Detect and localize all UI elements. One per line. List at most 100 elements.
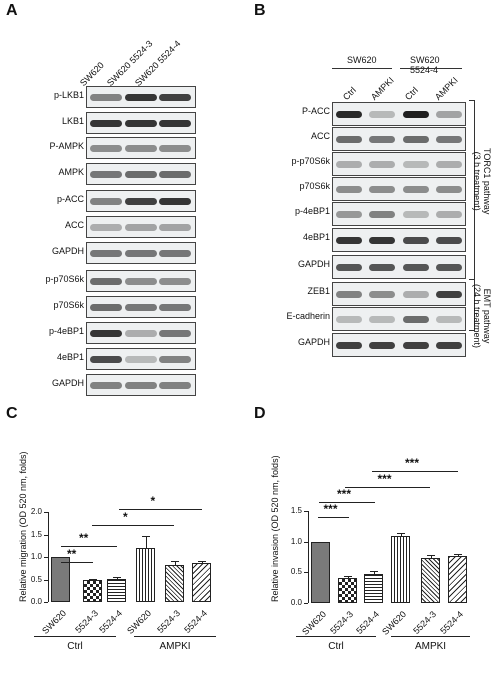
blot-strip bbox=[332, 102, 466, 126]
bar bbox=[448, 556, 467, 603]
blot-band bbox=[403, 111, 429, 118]
blot-strip bbox=[86, 216, 196, 238]
lane-label: Ctrl bbox=[340, 85, 358, 102]
blot-band bbox=[159, 94, 191, 101]
blot-row-label: ACC bbox=[64, 220, 84, 230]
blot-band bbox=[436, 211, 462, 218]
y-tick-mark bbox=[44, 512, 48, 513]
blot-band bbox=[369, 136, 395, 143]
blot-row-label: p-4eBP1 bbox=[294, 206, 330, 216]
error-bar bbox=[430, 555, 432, 559]
error-cap bbox=[426, 555, 435, 557]
blot-band bbox=[369, 291, 395, 298]
group-underline bbox=[296, 636, 376, 637]
blot-band bbox=[369, 342, 395, 349]
error-bar bbox=[145, 535, 147, 548]
blot-band bbox=[369, 211, 395, 218]
blot-band bbox=[336, 136, 362, 143]
blot-band bbox=[159, 356, 191, 363]
bar bbox=[421, 558, 440, 603]
blot-band bbox=[403, 237, 429, 244]
significance-stars: *** bbox=[405, 456, 420, 470]
blot-band bbox=[159, 330, 191, 337]
blot-band bbox=[90, 278, 122, 285]
blot-strip bbox=[86, 242, 196, 264]
significance-line bbox=[119, 509, 202, 510]
blot-band bbox=[90, 145, 122, 152]
blot-band bbox=[90, 356, 122, 363]
blot-band bbox=[336, 211, 362, 218]
y-tick-label: 0.0 bbox=[30, 597, 42, 606]
bar bbox=[107, 579, 126, 602]
panel-letter-b: B bbox=[254, 2, 266, 19]
y-tick-mark bbox=[44, 557, 48, 558]
error-cap bbox=[112, 577, 121, 579]
emt-label: EMT pathway (24 h treatment) bbox=[472, 284, 492, 349]
blot-band bbox=[436, 161, 462, 168]
error-bar bbox=[400, 533, 402, 536]
blot-band bbox=[369, 161, 395, 168]
bar bbox=[51, 557, 70, 602]
blot-band bbox=[90, 382, 122, 389]
error-cap bbox=[197, 560, 206, 562]
significance-line bbox=[92, 525, 174, 526]
bar bbox=[83, 580, 102, 602]
y-tick-mark bbox=[304, 511, 308, 512]
blot-row-label: AMPK bbox=[58, 167, 84, 177]
bar bbox=[391, 535, 410, 603]
blot-strip bbox=[86, 190, 196, 212]
panel-letter-d: D bbox=[254, 405, 266, 422]
group-label: Ctrl bbox=[328, 641, 344, 652]
blot-band bbox=[90, 94, 122, 101]
blot-band bbox=[125, 94, 157, 101]
blot-row-label: P-AMPK bbox=[49, 141, 84, 151]
y-tick-mark bbox=[44, 602, 48, 603]
y-tick-mark bbox=[44, 579, 48, 581]
bar bbox=[311, 541, 330, 603]
blot-band bbox=[403, 211, 429, 218]
blot-band bbox=[436, 237, 462, 244]
bar bbox=[136, 548, 155, 602]
y-tick-label: 1.0 bbox=[290, 536, 302, 546]
blot-band bbox=[159, 145, 191, 152]
y-tick-label: 0.5 bbox=[290, 567, 302, 577]
significance-stars: ** bbox=[79, 531, 89, 545]
blot-band bbox=[90, 171, 122, 178]
lane-label: SW620 bbox=[77, 60, 106, 88]
blot-band bbox=[403, 264, 429, 271]
blot-strip bbox=[332, 202, 466, 226]
blot-band bbox=[336, 161, 362, 168]
blot-band bbox=[159, 304, 191, 311]
blot-row-label: GAPDH bbox=[297, 259, 330, 269]
y-tick-label: 1.5 bbox=[290, 506, 302, 515]
blot-row-label: GAPDH bbox=[297, 337, 330, 347]
error-bar bbox=[457, 553, 459, 557]
blot-band bbox=[403, 316, 429, 323]
blot-band bbox=[436, 264, 462, 271]
significance-line bbox=[318, 517, 349, 518]
group-label: AMPKI bbox=[414, 641, 447, 652]
y-tick-mark bbox=[304, 541, 308, 543]
group-label: Ctrl bbox=[67, 641, 83, 652]
blot-band bbox=[369, 186, 395, 193]
y-tick-label: 0.0 bbox=[290, 598, 302, 607]
significance-line bbox=[372, 471, 458, 472]
y-tick-label: 2.0 bbox=[30, 507, 42, 516]
blot-strip bbox=[86, 137, 196, 159]
bar bbox=[338, 578, 357, 603]
significance-stars: ** bbox=[67, 547, 77, 561]
blot-strip bbox=[86, 322, 196, 344]
y-tick-mark bbox=[304, 572, 308, 574]
blot-band bbox=[336, 342, 362, 349]
significance-stars: *** bbox=[323, 502, 338, 516]
blot-band bbox=[125, 356, 157, 363]
blot-strip bbox=[332, 333, 466, 357]
blot-strip bbox=[86, 374, 196, 396]
blot-band bbox=[336, 264, 362, 271]
blot-band bbox=[336, 186, 362, 193]
group-label: SW620 bbox=[347, 55, 377, 65]
torc1-label: TORC1 pathway (3 h treatment) bbox=[472, 148, 492, 215]
blot-row-label: ACC bbox=[310, 131, 330, 141]
blot-band bbox=[403, 136, 429, 143]
group-line bbox=[400, 68, 462, 69]
